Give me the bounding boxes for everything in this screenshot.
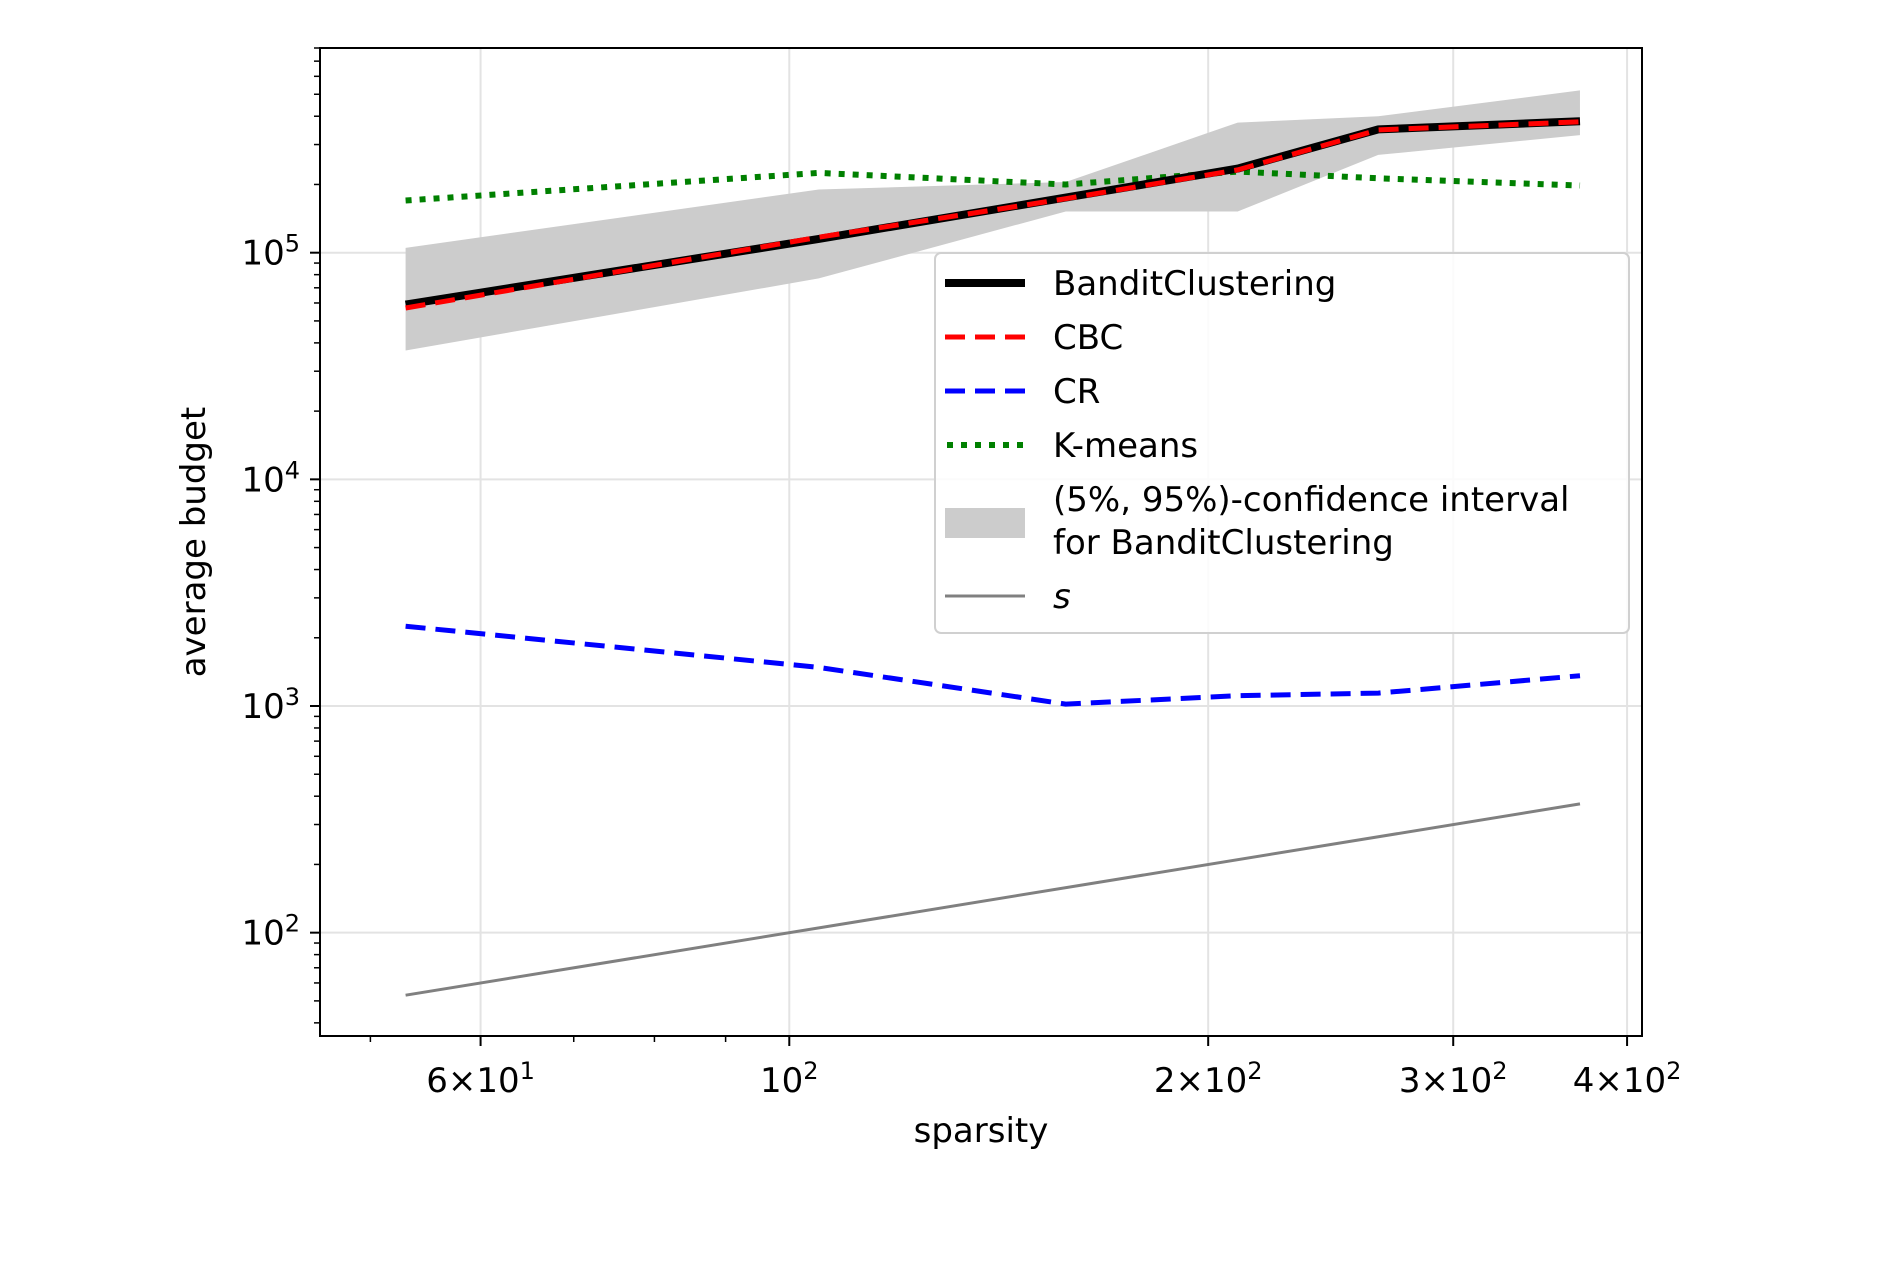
legend-box <box>934 252 1630 634</box>
series-line-k-means <box>405 168 1581 204</box>
series-line-s <box>405 802 1581 997</box>
legend: BanditClustering CBC CR K-means (5%, 95%… <box>934 252 1630 634</box>
legend-label-kmeans: K-means <box>1053 426 1198 466</box>
legend-label-cbc: CBC <box>1053 318 1123 358</box>
x-tick-label: 102 <box>760 1057 819 1101</box>
x-tick-label: 4×102 <box>1573 1057 1682 1101</box>
y-tick-label: 103 <box>241 683 300 727</box>
y-tick-label: 102 <box>241 910 300 954</box>
series-layer <box>404 117 1581 997</box>
y-axis: 102 103 104 105 <box>241 47 320 1024</box>
legend-label-confidence-line2: for BanditClustering <box>1053 523 1394 563</box>
legend-label-s: s <box>1053 577 1071 617</box>
legend-label-banditclustering: BanditClustering <box>1053 264 1336 304</box>
series-line-cbc <box>405 119 1581 311</box>
x-axis: 6×101 102 2×102 3×102 4×102 <box>369 1036 1682 1101</box>
plot-frame <box>319 47 1643 1037</box>
legend-label-confidence-line1: (5%, 95%)-confidence interval <box>1053 480 1569 520</box>
series-line-cr <box>405 623 1581 707</box>
y-axis-label: average budget <box>174 407 214 678</box>
x-tick-label: 2×102 <box>1154 1057 1263 1101</box>
x-axis-label: sparsity <box>914 1111 1049 1151</box>
legend-swatch-confidence <box>945 508 1025 538</box>
x-tick-label: 6×101 <box>426 1057 535 1101</box>
y-tick-label: 104 <box>241 456 300 500</box>
legend-label-cr: CR <box>1053 372 1100 412</box>
x-tick-label: 3×102 <box>1399 1057 1508 1101</box>
y-tick-label: 105 <box>241 230 300 274</box>
